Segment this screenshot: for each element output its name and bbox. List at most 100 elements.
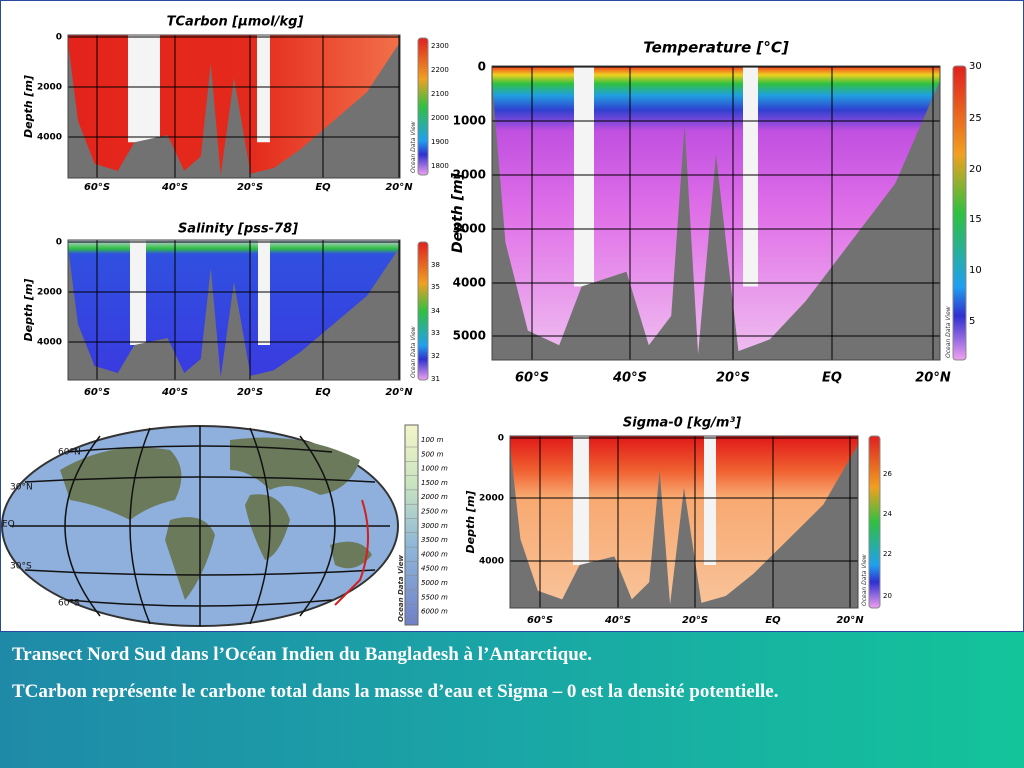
- panel-title: Sigma-0 [kg/m³]: [623, 416, 741, 431]
- x-tick-label: 20°N: [915, 371, 951, 386]
- colorbar-tick-label: 34: [431, 307, 440, 315]
- caption-band: Transect Nord Sud dans l’Océan Indien du…: [0, 632, 1024, 768]
- x-tick-label: 20°S: [682, 615, 708, 626]
- depth-legend-label: 2500 m: [421, 508, 448, 516]
- latitude-label: 30°S: [10, 562, 32, 572]
- colorbar-tick-label: 15: [969, 214, 982, 225]
- colorbar-tick-label: 2300: [431, 42, 449, 50]
- colorbar-tick-label: 33: [431, 329, 440, 337]
- colorbar-tick-label: 24: [883, 510, 892, 518]
- caption-line: Transect Nord Sud dans l’Océan Indien du…: [12, 644, 592, 665]
- colorbar-tick-label: 10: [969, 265, 982, 276]
- data-gap: [573, 436, 589, 565]
- plot-frame: [67, 239, 401, 381]
- x-tick-label: EQ: [765, 615, 781, 626]
- x-tick-label: 60°S: [527, 615, 553, 626]
- depth-legend-label: 500 m: [421, 450, 444, 458]
- depth-legend-label: 3000 m: [421, 522, 448, 530]
- colorbar-tick-label: 22: [883, 550, 892, 558]
- colorbar-tick-label: 2000: [431, 114, 449, 122]
- plot-frame: [67, 34, 401, 179]
- watermark: Ocean Data View: [861, 554, 868, 606]
- y-tick-label: 2000: [453, 168, 486, 182]
- watermark: Ocean Data View: [410, 121, 417, 173]
- depth-legend-label: 5000 m: [421, 579, 448, 587]
- watermark: Ocean Data View: [945, 306, 952, 358]
- latitude-label: EQ: [2, 520, 15, 530]
- data-gap: [128, 35, 160, 143]
- y-tick-label: 0: [56, 33, 62, 43]
- x-tick-label: 40°S: [604, 615, 631, 626]
- panel-title: Temperature [°C]: [643, 39, 789, 57]
- bathymetry: [510, 444, 858, 608]
- depth-legend-label: 2000 m: [421, 493, 448, 501]
- y-tick-label: 4000: [37, 133, 62, 143]
- colorbar-tick-label: 26: [883, 470, 892, 478]
- x-tick-label: 20°S: [237, 387, 263, 398]
- colorbar-tick-label: 2100: [431, 90, 449, 98]
- y-tick-label: 5000: [453, 329, 486, 343]
- colorbar-tick-label: 38: [431, 261, 440, 269]
- x-tick-label: 40°S: [161, 182, 188, 193]
- colorbar-tick-label: 20: [883, 592, 892, 600]
- plot-frame: [509, 435, 859, 609]
- latitude-label: 30°N: [10, 483, 33, 493]
- depth-legend-label: 5500 m: [421, 593, 448, 601]
- depth-legend-label: 100 m: [421, 436, 444, 444]
- plot-frame: [491, 65, 941, 361]
- bathymetry: [68, 247, 400, 380]
- depth-legend-label: 4500 m: [421, 565, 448, 573]
- watermark: Ocean Data View: [397, 555, 405, 622]
- colorbar-tick-label: 25: [969, 113, 982, 124]
- colorbar-tick-label: 20: [969, 164, 982, 175]
- y-axis-label: Depth [m]: [22, 279, 35, 342]
- y-tick-label: 2000: [37, 288, 62, 298]
- station-map: [1, 424, 419, 627]
- x-tick-label: 20°S: [716, 371, 750, 386]
- y-tick-label: 2000: [479, 494, 504, 504]
- colorbar: [868, 435, 881, 609]
- data-gap: [574, 66, 594, 287]
- y-tick-label: 4000: [479, 557, 504, 567]
- data-gap: [257, 35, 270, 143]
- data-gap: [704, 436, 716, 565]
- x-tick-label: 20°N: [836, 615, 864, 626]
- data-gap: [743, 66, 758, 287]
- y-tick-label: 0: [478, 60, 486, 74]
- y-tick-label: 3000: [453, 222, 486, 236]
- y-tick-label: 1000: [453, 114, 486, 128]
- depth-legend-label: 1500 m: [421, 479, 448, 487]
- y-tick-label: 0: [498, 434, 504, 444]
- bathymetry: [68, 42, 400, 179]
- panel-title: TCarbon [µmol/kg]: [167, 15, 304, 30]
- x-tick-label: EQ: [315, 182, 331, 193]
- colorbar: [952, 65, 967, 361]
- y-tick-label: 0: [56, 238, 62, 248]
- x-tick-label: 40°S: [612, 371, 647, 386]
- depth-legend-label: 3500 m: [421, 536, 448, 544]
- latitude-label: 60°S: [58, 599, 80, 609]
- watermark: Ocean Data View: [410, 326, 417, 378]
- x-tick-label: EQ: [315, 387, 331, 398]
- x-tick-label: EQ: [822, 371, 842, 386]
- colorbar-tick-label: 1900: [431, 138, 449, 146]
- y-axis-label: Depth [m]: [464, 491, 477, 554]
- x-tick-label: 20°N: [385, 387, 413, 398]
- bathymetry: [492, 80, 940, 360]
- x-tick-label: 60°S: [84, 387, 110, 398]
- colorbar: [417, 241, 429, 381]
- panel-title: Salinity [pss-78]: [178, 222, 298, 237]
- colorbar-tick-label: 31: [431, 375, 440, 383]
- x-tick-label: 40°S: [161, 387, 188, 398]
- colorbar-tick-label: 5: [969, 316, 975, 327]
- y-axis-label: Depth [m]: [450, 172, 466, 253]
- y-axis-label: Depth [m]: [22, 75, 35, 138]
- colorbar-tick-label: 1800: [431, 162, 449, 170]
- colorbar-tick-label: 35: [431, 283, 440, 291]
- x-tick-label: 20°N: [385, 182, 413, 193]
- x-tick-label: 60°S: [515, 371, 549, 386]
- x-tick-label: 20°S: [237, 182, 263, 193]
- latitude-label: 60°N: [58, 448, 81, 458]
